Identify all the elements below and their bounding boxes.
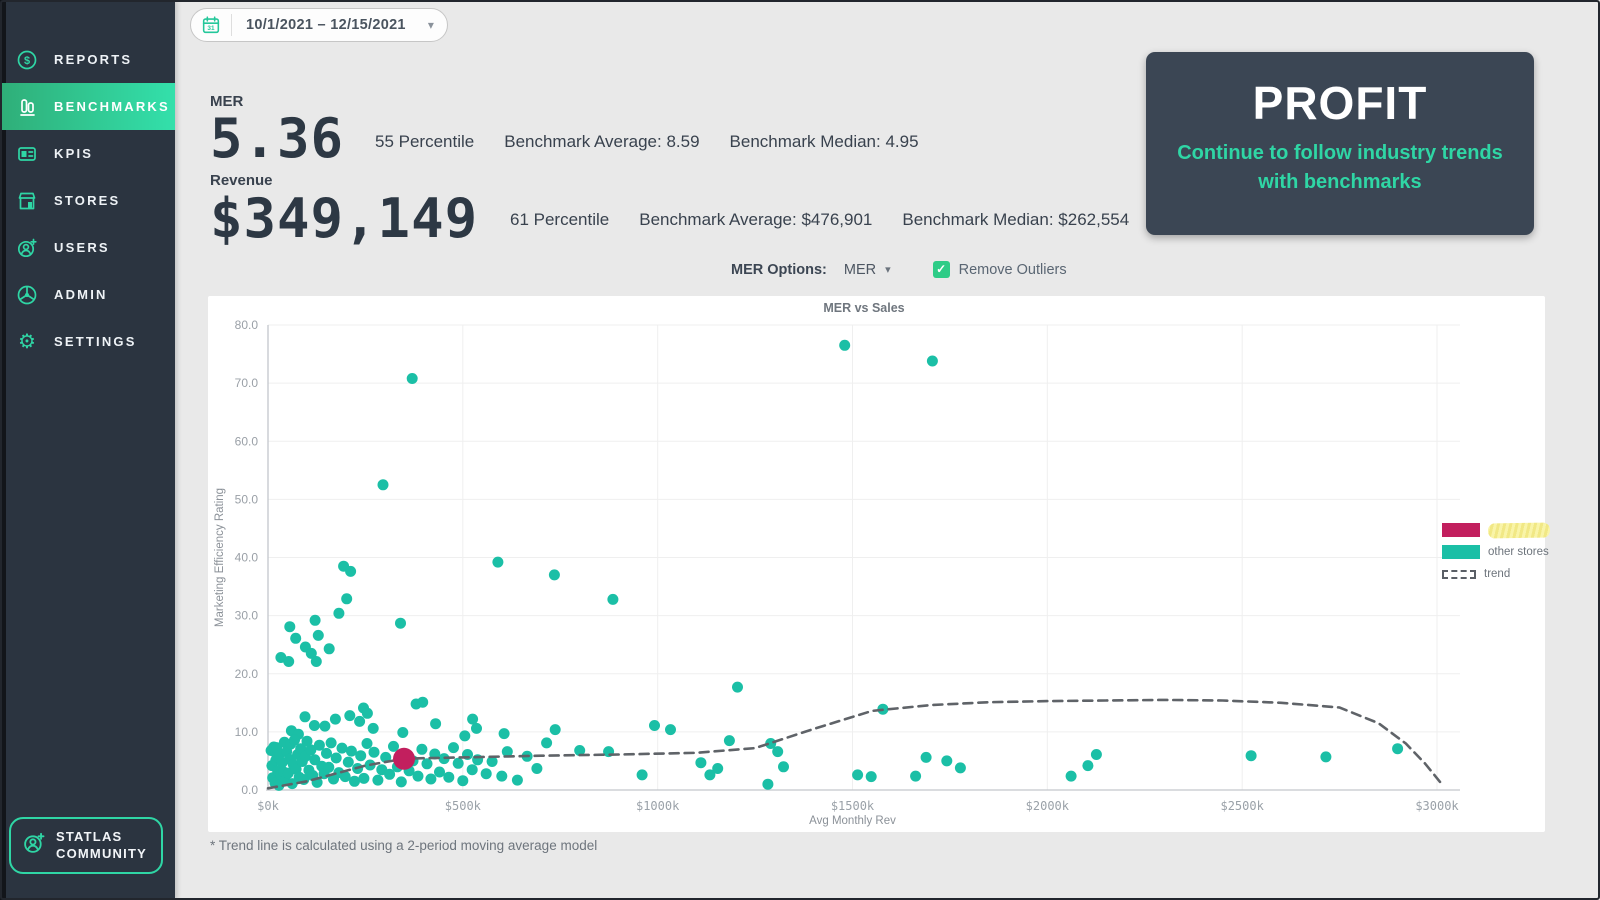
legend-store-label-redacted — [1487, 521, 1551, 539]
svg-text:70.0: 70.0 — [235, 376, 259, 390]
gear-icon: ⚙ — [18, 330, 36, 353]
dollar-circle-icon: $ — [15, 48, 39, 72]
legend-item-other-stores: other stores — [1442, 544, 1550, 560]
sidebar-item-kpis[interactable]: KPIS — [0, 130, 175, 177]
mer-options-select[interactable]: MER ▾ — [844, 262, 891, 278]
sidebar-item-label: BENCHMARKS — [54, 99, 170, 114]
svg-text:$3000k: $3000k — [1415, 799, 1459, 813]
bar-chart-icon — [15, 95, 39, 119]
sidebar-item-admin[interactable]: ADMIN — [0, 271, 175, 318]
sidebar-item-label: KPIS — [54, 146, 94, 161]
chevron-down-icon: ▾ — [427, 18, 434, 32]
sidebar-item-settings[interactable]: ⚙ SETTINGS — [0, 318, 175, 365]
sidebar-item-label: SETTINGS — [54, 334, 137, 349]
svg-text:31: 31 — [207, 25, 215, 32]
mer-percentile: 55 Percentile — [375, 132, 475, 151]
trend-swatch — [1442, 569, 1476, 579]
sidebar-item-label: REPORTS — [54, 52, 133, 67]
chevron-down-icon: ▾ — [885, 264, 891, 276]
revenue-percentile: 61 Percentile — [510, 210, 610, 229]
remove-outliers-control[interactable]: ✓ Remove Outliers — [932, 261, 1067, 278]
svg-text:80.0: 80.0 — [235, 318, 259, 332]
chart-controls: MER Options: MER ▾ ✓ Remove Outliers — [731, 261, 1067, 278]
card-icon — [15, 142, 39, 166]
sidebar-item-stores[interactable]: STORES — [0, 177, 175, 224]
svg-text:Avg Monthly Rev: Avg Monthly Rev — [809, 815, 896, 827]
svg-text:MER vs Sales: MER vs Sales — [823, 301, 904, 315]
trend-label: trend — [1484, 568, 1511, 580]
revenue-benchmark-row: 61 Percentile Benchmark Average: $476,90… — [510, 210, 1129, 230]
revenue-value: $349,149 — [210, 187, 479, 250]
other-stores-label: other stores — [1488, 546, 1549, 558]
sidebar-item-label: USERS — [54, 240, 110, 255]
date-range-value: 10/1/2021 – 12/15/2021 — [246, 17, 406, 33]
user-plus-icon — [15, 236, 39, 260]
profit-subtitle: Continue to follow industry trends with … — [1177, 142, 1503, 193]
svg-text:0.0: 0.0 — [241, 783, 258, 797]
other-stores-swatch — [1442, 545, 1480, 559]
revenue-benchmark-average: Benchmark Average: $476,901 — [639, 210, 873, 229]
svg-text:$2000k: $2000k — [1026, 799, 1070, 813]
chart-card: 0.0 10.0 20.0 30.0 40.0 50.0 60.0 70.0 80.0 $0k $5… — [208, 296, 1551, 832]
sidebar-edge — [0, 0, 6, 900]
svg-text:20.0: 20.0 — [235, 667, 259, 681]
profit-card: PROFIT Continue to follow industry trend… — [1146, 52, 1534, 235]
chart-legend: other stores trend — [1442, 521, 1551, 582]
revenue-label: Revenue — [210, 172, 273, 189]
remove-outliers-checkbox[interactable]: ✓ — [932, 261, 950, 278]
remove-outliers-label: Remove Outliers — [958, 261, 1067, 278]
date-range-picker[interactable]: 31 10/1/2021 – 12/15/2021 ▾ — [190, 8, 448, 42]
statlas-community-badge[interactable]: STATLAS COMMUNITY — [9, 816, 163, 874]
svg-text:30.0: 30.0 — [235, 609, 259, 623]
legend-item-trend: trend — [1442, 566, 1550, 582]
community-badge-label: STATLAS COMMUNITY — [56, 828, 147, 862]
user-plus-icon — [21, 830, 47, 861]
legend-item-store — [1442, 521, 1551, 539]
svg-text:Marketing Efficiency Rating: Marketing Efficiency Rating — [214, 488, 226, 627]
mer-label: MER — [210, 93, 244, 110]
profit-title: PROFIT — [1252, 77, 1428, 129]
sidebar-item-benchmarks[interactable]: BENCHMARKS — [0, 83, 175, 130]
svg-text:60.0: 60.0 — [235, 434, 259, 448]
svg-text:$500k: $500k — [445, 799, 482, 813]
svg-text:$1000k: $1000k — [636, 799, 680, 813]
store-swatch — [1442, 523, 1480, 537]
trend-footnote: * Trend line is calculated using a 2-per… — [210, 838, 598, 853]
sidebar-item-reports[interactable]: $ REPORTS — [0, 36, 175, 83]
mer-benchmark-average: Benchmark Average: 8.59 — [504, 132, 700, 151]
mer-value: 5.36 — [210, 107, 345, 170]
mer-options-value: MER — [843, 261, 877, 278]
calendar-icon: 31 — [200, 14, 232, 36]
sidebar-nav: $ REPORTS BENCHMARKS KPIS STORES — [0, 36, 175, 365]
svg-text:10.0: 10.0 — [235, 725, 259, 739]
mer-benchmark-median: Benchmark Median: 4.95 — [729, 132, 919, 151]
svg-text:$2500k: $2500k — [1220, 799, 1264, 813]
mer-options-label: MER Options: — [731, 261, 827, 278]
mer-vs-sales-plot[interactable]: 0.0 10.0 20.0 30.0 40.0 50.0 60.0 70.0 80.0 $0k $5… — [208, 296, 1545, 832]
sidebar: $ REPORTS BENCHMARKS KPIS STORES — [0, 0, 175, 900]
sidebar-item-users[interactable]: USERS — [0, 224, 175, 271]
sidebar-item-label: STORES — [54, 193, 121, 208]
svg-text:$1500k: $1500k — [831, 799, 875, 813]
revenue-benchmark-median: Benchmark Median: $262,554 — [902, 210, 1130, 229]
wheel-icon — [15, 283, 39, 307]
svg-text:$: $ — [24, 55, 30, 67]
svg-text:40.0: 40.0 — [235, 551, 259, 565]
mer-benchmark-row: 55 Percentile Benchmark Average: 8.59 Be… — [375, 132, 919, 152]
storefront-icon — [15, 189, 39, 213]
sidebar-item-label: ADMIN — [54, 287, 108, 302]
svg-text:50.0: 50.0 — [235, 492, 259, 506]
svg-text:$0k: $0k — [257, 799, 279, 813]
